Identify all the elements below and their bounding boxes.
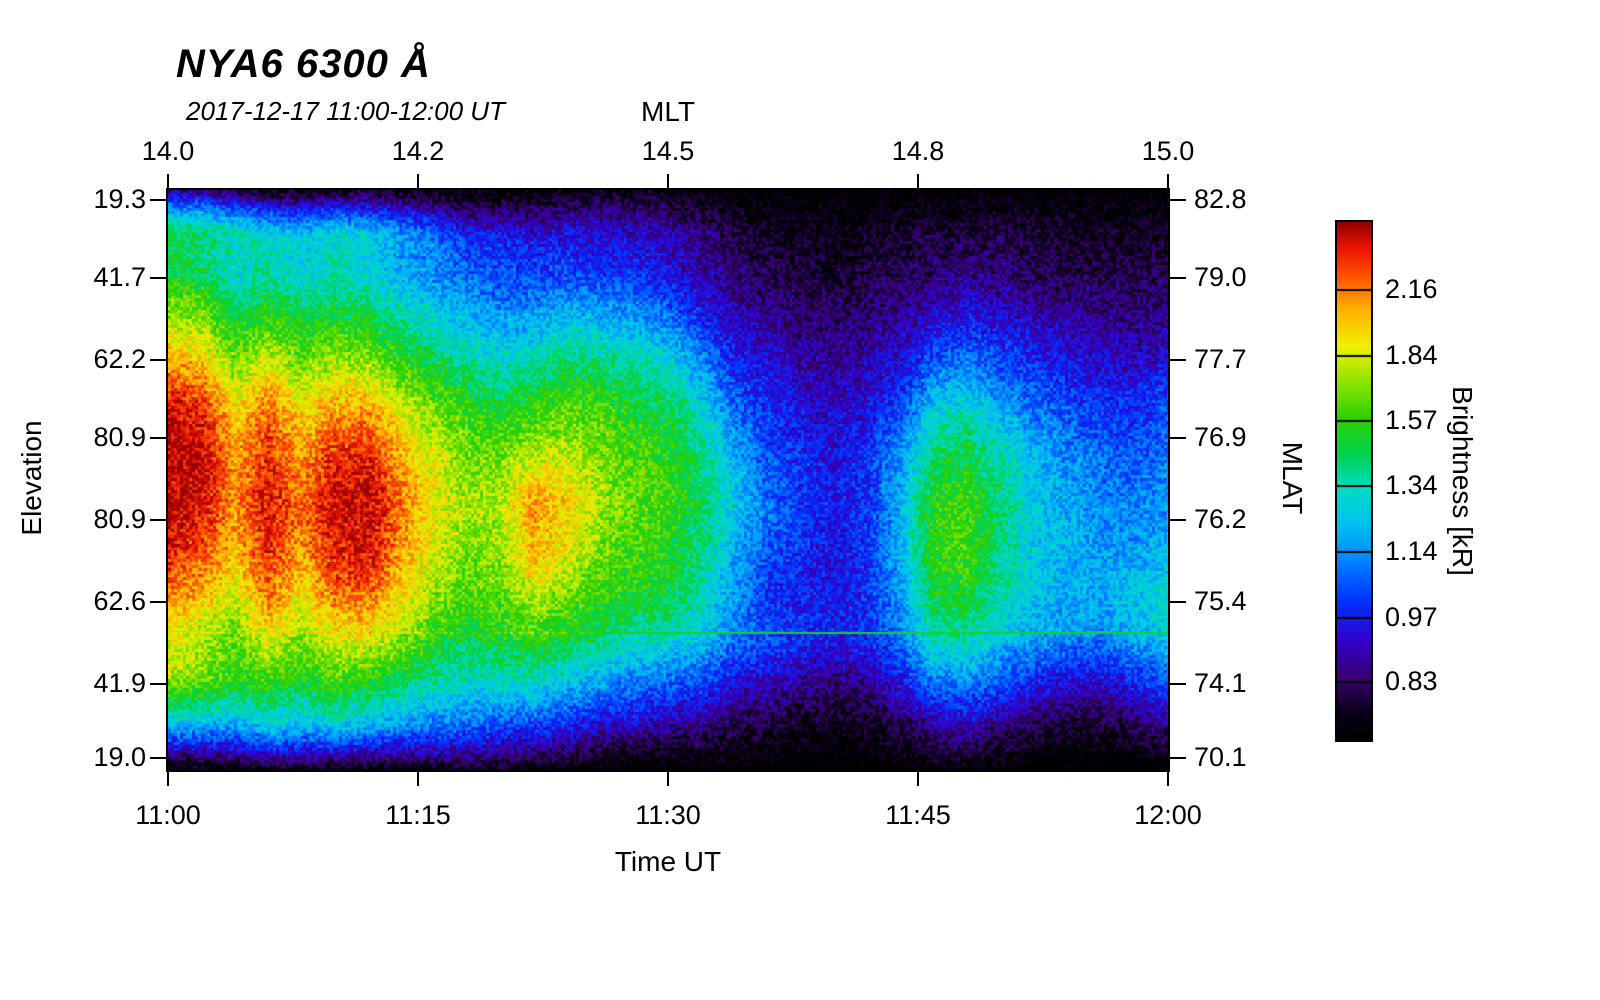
left-tick-label: 80.9 — [93, 422, 146, 453]
right-axis-label: MLAT — [1277, 441, 1308, 515]
left-tick-label: 62.6 — [93, 585, 146, 616]
right-tick-mark — [1170, 437, 1186, 440]
top-tick-label: 14.0 — [141, 136, 195, 166]
top-tick-mark — [667, 174, 669, 188]
chart-subtitle: 2017-12-17 11:00-12:00 UT — [186, 96, 505, 126]
right-tick-label: 76.2 — [1194, 504, 1247, 535]
left-tick-label: 41.7 — [93, 262, 146, 293]
top-tick-label: 14.5 — [641, 136, 695, 166]
bottom-axis-label: Time UT — [614, 846, 722, 877]
right-tick-mark — [1170, 519, 1186, 522]
colorbar-canvas — [1337, 222, 1371, 740]
top-tick-mark — [917, 174, 919, 188]
bottom-tick-mark — [417, 772, 419, 786]
right-tick-label: 77.7 — [1194, 343, 1247, 374]
colorbar-tick-label: 0.97 — [1385, 601, 1438, 632]
top-tick-mark — [167, 174, 169, 188]
right-tick-label: 75.4 — [1194, 585, 1247, 616]
right-tick-mark — [1170, 198, 1186, 201]
left-tick-label: 19.0 — [93, 741, 146, 772]
left-axis-label: Elevation — [16, 420, 47, 536]
bottom-tick-label: 11:00 — [135, 800, 201, 830]
heatmap-canvas — [168, 190, 1168, 770]
right-tick-mark — [1170, 277, 1186, 280]
left-tick-label: 19.3 — [93, 183, 146, 214]
top-tick-mark — [417, 174, 419, 188]
colorbar-tick-label: 1.57 — [1385, 404, 1438, 435]
left-tick-mark — [150, 437, 166, 440]
left-tick-mark — [150, 756, 166, 759]
left-tick-mark — [150, 600, 166, 603]
colorbar-tick-label: 0.83 — [1385, 665, 1438, 696]
left-tick-label: 62.2 — [93, 343, 146, 374]
top-tick-label: 14.2 — [391, 136, 445, 166]
bottom-tick-label: 12:00 — [1134, 800, 1202, 830]
colorbar-tick-label: 1.14 — [1385, 535, 1438, 566]
right-tick-label: 76.9 — [1194, 422, 1247, 453]
left-tick-label: 41.9 — [93, 668, 146, 699]
left-tick-mark — [150, 683, 166, 686]
bottom-tick-label: 11:15 — [385, 800, 451, 830]
right-tick-label: 70.1 — [1194, 741, 1247, 772]
bottom-tick-mark — [167, 772, 169, 786]
right-tick-mark — [1170, 600, 1186, 603]
bottom-tick-mark — [917, 772, 919, 786]
right-tick-mark — [1170, 756, 1186, 759]
bottom-tick-label: 11:30 — [635, 800, 701, 830]
colorbar-frame — [1335, 220, 1373, 742]
left-tick-label: 80.9 — [93, 504, 146, 535]
top-tick-mark — [1167, 174, 1169, 188]
top-tick-label: 14.8 — [891, 136, 945, 166]
left-tick-mark — [150, 519, 166, 522]
left-tick-mark — [150, 358, 166, 361]
bottom-tick-mark — [1167, 772, 1169, 786]
colorbar-tick-label: 2.16 — [1385, 273, 1438, 304]
right-tick-label: 82.8 — [1194, 183, 1247, 214]
plot-frame — [166, 188, 1170, 772]
left-tick-mark — [150, 198, 166, 201]
right-tick-label: 74.1 — [1194, 668, 1247, 699]
top-tick-label: 15.0 — [1141, 136, 1195, 166]
bottom-tick-mark — [667, 772, 669, 786]
right-tick-mark — [1170, 358, 1186, 361]
chart-title: NYA6 6300 Å — [176, 42, 431, 86]
colorbar-tick-label: 1.84 — [1385, 339, 1438, 370]
right-tick-mark — [1170, 683, 1186, 686]
top-axis-label: MLT — [641, 96, 695, 127]
bottom-tick-label: 11:45 — [885, 800, 951, 830]
right-tick-label: 79.0 — [1194, 262, 1247, 293]
colorbar-tick-label: 1.34 — [1385, 469, 1438, 500]
left-tick-mark — [150, 277, 166, 280]
